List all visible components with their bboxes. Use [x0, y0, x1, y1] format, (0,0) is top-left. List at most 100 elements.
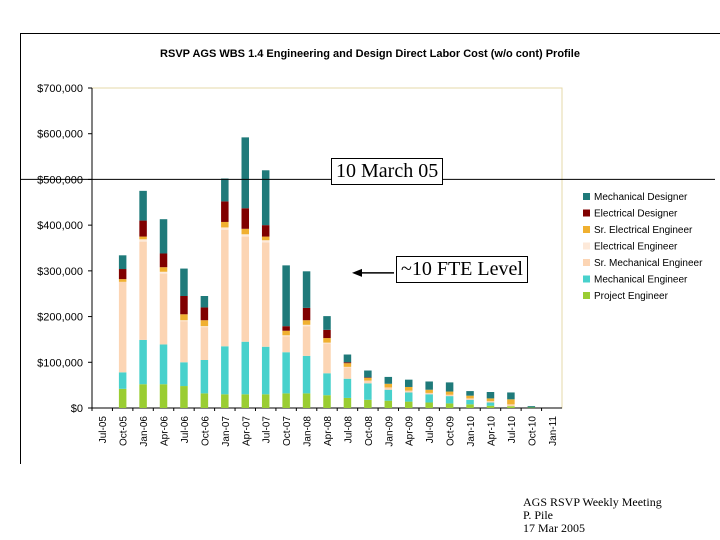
bar-segment	[159, 219, 168, 254]
bar-segment	[384, 376, 393, 384]
bar-segment	[180, 268, 188, 296]
bar-segment	[302, 324, 311, 327]
bar-segment	[261, 242, 270, 347]
bar-segment	[384, 400, 393, 408]
bar-segment	[404, 379, 413, 387]
bar-segment	[282, 335, 290, 337]
arrow-head	[352, 268, 362, 277]
y-tick-label: $0	[71, 403, 83, 415]
legend-label: Sr. Electrical Engineer	[594, 225, 693, 236]
bar-segment	[466, 398, 474, 400]
bar-segment	[159, 267, 168, 272]
bar-segment	[118, 279, 127, 282]
y-tick-label: $600,000	[37, 129, 83, 141]
legend-label: Electrical Designer	[594, 209, 678, 220]
x-tick-label: Oct-08	[364, 416, 375, 446]
bar-segment	[139, 241, 147, 340]
bar-segment	[261, 236, 270, 241]
y-tick-label: $500,000	[37, 174, 83, 186]
bar-segment	[118, 255, 127, 270]
bar-segment	[486, 401, 495, 403]
bar-segment	[404, 401, 413, 408]
bar-segment	[323, 373, 331, 396]
bar-segment	[384, 387, 393, 390]
x-tick-label: Apr-09	[405, 416, 416, 446]
bar-segment	[282, 265, 290, 327]
legend-swatch	[583, 292, 590, 299]
bar-segment	[323, 395, 331, 408]
bar-segment	[180, 386, 188, 408]
x-tick-label: Apr-10	[486, 416, 497, 446]
legend-label: Mechanical Designer	[594, 192, 688, 203]
bar-segment	[425, 402, 433, 408]
y-tick-label: $300,000	[37, 266, 83, 278]
bar-segment	[466, 399, 474, 405]
bar-segment	[404, 386, 413, 391]
x-tick-label: Apr-06	[160, 416, 171, 446]
bar-segment	[261, 346, 270, 395]
bar-segment	[343, 362, 352, 364]
bar-segment	[139, 190, 147, 221]
bar-segment	[404, 390, 413, 393]
legend-swatch	[583, 259, 590, 266]
bar-segment	[445, 391, 454, 395]
bar-segment	[180, 296, 188, 315]
x-tick-label: Jan-08	[303, 416, 314, 447]
bar-segment	[404, 392, 413, 402]
bar-segment	[118, 388, 127, 408]
footer: AGS RSVP Weekly Meeting P. Pile 17 Mar 2…	[523, 496, 662, 535]
x-tick-label: Oct-06	[200, 416, 211, 446]
bar-segment	[180, 362, 188, 387]
bar-segment	[200, 296, 209, 308]
callout-date: 10 March 05	[331, 158, 444, 185]
bar-segment	[343, 354, 352, 363]
x-tick-label: Oct-09	[446, 416, 457, 446]
legend-swatch	[583, 275, 590, 283]
bar-segment	[282, 330, 290, 336]
bar-segment	[445, 394, 454, 397]
legend-swatch	[583, 242, 590, 250]
bar-segment	[241, 341, 250, 395]
bar-segment	[507, 392, 515, 400]
x-tick-label: Jan-11	[548, 416, 559, 446]
bar-segment	[139, 236, 147, 240]
bar-segment	[118, 269, 127, 280]
legend-swatch	[583, 226, 590, 233]
x-tick-label: Jan-06	[139, 416, 150, 447]
bar-segment	[364, 377, 372, 378]
bar-segment	[384, 383, 393, 388]
bar-segment	[343, 363, 352, 367]
legend-label: Mechanical Engineer	[594, 275, 688, 286]
legend-swatch	[583, 193, 590, 200]
bar-segment	[527, 407, 536, 409]
bar-segment	[425, 392, 433, 395]
bar-segment	[343, 397, 352, 408]
bar-segment	[159, 273, 168, 345]
legend-label: Project Engineer	[594, 291, 669, 302]
bar-segment	[241, 228, 250, 235]
bar-segment	[159, 271, 168, 274]
bar-segment	[384, 389, 393, 401]
bar-segment	[343, 367, 352, 379]
bar-segment	[200, 327, 209, 360]
bar-segment	[118, 281, 127, 373]
bar-segment	[221, 178, 229, 202]
chart-title: RSVP AGS WBS 1.4 Engineering and Design …	[160, 48, 580, 60]
bar-segment	[221, 394, 229, 408]
bar-segment	[302, 326, 311, 356]
bar-segment	[323, 316, 331, 330]
x-tick-label: Jan-07	[221, 416, 232, 447]
bar-segment	[241, 234, 250, 237]
bar-segment	[466, 404, 474, 408]
bar-segment	[302, 355, 311, 394]
bar-segment	[364, 383, 372, 400]
bar-segment	[425, 381, 433, 390]
bar-segment	[261, 225, 270, 237]
bar-segment	[527, 406, 536, 408]
bar-segment	[364, 380, 372, 384]
x-tick-label: Jul-05	[98, 416, 109, 444]
bar-segment	[507, 399, 515, 405]
bar-segment	[221, 346, 229, 395]
callout-fte-level: ~10 FTE Level	[396, 256, 528, 283]
x-tick-label: Jan-09	[384, 416, 395, 447]
